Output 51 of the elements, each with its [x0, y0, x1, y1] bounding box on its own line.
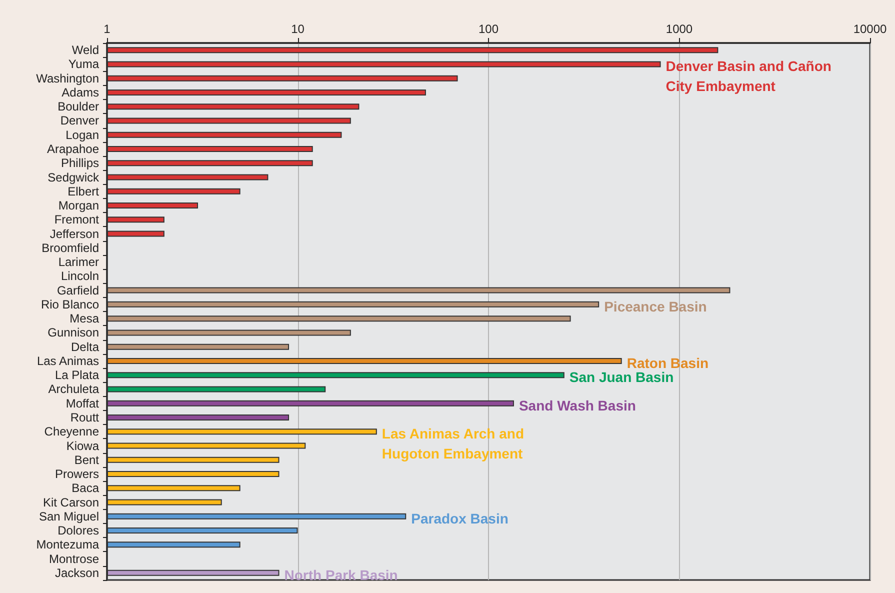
y-tick-label: Larimer: [58, 255, 99, 270]
y-tick-label: Garfield: [56, 283, 99, 298]
y-tick-label: Cheyenne: [44, 424, 100, 439]
y-tick-label: Adams: [62, 85, 99, 100]
series-label: Paradox Basin: [411, 510, 508, 526]
y-tick-label: Mesa: [70, 312, 100, 326]
y-tick-label: Logan: [66, 128, 99, 142]
y-tick-label: Broomfield: [42, 240, 99, 255]
y-tick-label: Montrose: [48, 552, 100, 566]
y-tick-label: Kiowa: [66, 438, 100, 453]
y-tick-label: Sedgwick: [48, 170, 100, 184]
y-tick-label: Denver: [60, 114, 99, 128]
series-label: San Juan Basin: [569, 369, 674, 386]
x-tick-label: 1000: [666, 22, 693, 36]
y-tick-label: Morgan: [58, 198, 99, 213]
x-tick-label: 10: [291, 22, 305, 36]
y-tick-label: San Miguel: [38, 509, 99, 524]
y-tick-label: Fremont: [54, 212, 100, 227]
y-tick-label: Elbert: [68, 184, 100, 198]
y-tick-label: La Plata: [54, 368, 100, 382]
y-tick-label: Rio Blanco: [40, 297, 100, 312]
y-tick-label: Weld: [72, 43, 99, 58]
series-label: Las Animas Arch and Hugoton Embayment: [382, 426, 528, 462]
y-tick-label: Yuma: [68, 57, 100, 72]
y-tick-label: Dolores: [58, 524, 99, 538]
y-tick-label: Montezuma: [36, 538, 100, 552]
y-tick-label: Arapahoe: [46, 142, 100, 156]
y-tick-label: Routt: [70, 410, 100, 424]
series-label: Sand Wash Basin: [518, 397, 636, 414]
y-tick-label: Washington: [36, 71, 99, 86]
y-tick-label: Moffat: [66, 396, 100, 410]
y-tick-label: Jackson: [54, 566, 99, 580]
x-tick-label: 1: [104, 22, 111, 36]
y-tick-label: Gunnison: [48, 326, 99, 340]
y-tick-label: Phillips: [60, 156, 99, 170]
y-tick-label: Las Animas: [36, 354, 99, 368]
y-tick-label: Kit Carson: [42, 495, 99, 510]
y-tick-label: Baca: [72, 481, 100, 496]
y-tick-label: Prowers: [54, 467, 99, 482]
series-label: Piceance Basin: [604, 298, 707, 314]
series-label: North Park Basin: [284, 566, 398, 583]
series-label: Denver Basin and Cañon City Embayment: [666, 58, 836, 94]
y-tick-label: Archuleta: [48, 382, 100, 396]
y-tick-label: Bent: [74, 452, 100, 467]
y-tick-label: Jefferson: [50, 226, 99, 241]
x-tick-label: 10000: [853, 22, 888, 36]
y-tick-label: Boulder: [58, 100, 99, 114]
y-tick-label: Lincoln: [60, 269, 99, 284]
x-tick-label: 100: [478, 22, 499, 36]
y-tick-label: Delta: [70, 340, 100, 354]
series-label: Raton Basin: [626, 354, 709, 371]
